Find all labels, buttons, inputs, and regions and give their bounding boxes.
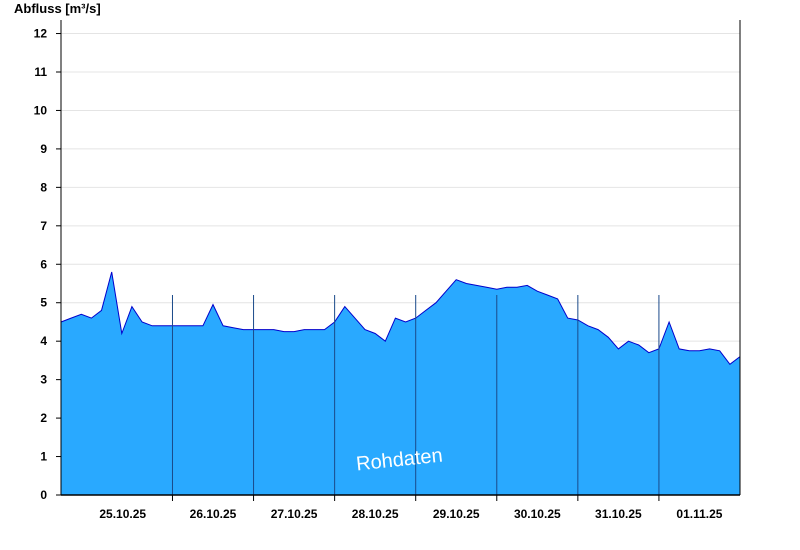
x-tick-label: 29.10.25 [433, 507, 480, 521]
axes [60, 20, 741, 496]
x-tick-label: 28.10.25 [352, 507, 399, 521]
discharge-area [61, 272, 740, 495]
day-separators [171, 295, 660, 495]
y-tick-label: 3 [40, 373, 47, 387]
y-tick-label: 9 [40, 142, 47, 156]
x-tick-label: 27.10.25 [271, 507, 318, 521]
y-tick-label: 5 [40, 296, 47, 310]
y-tick-label: 4 [40, 334, 47, 348]
y-tick-label: 2 [40, 411, 47, 425]
y-tick-label: 0 [40, 488, 47, 502]
discharge-line [60, 271, 741, 366]
x-tick-label: 01.11.25 [676, 507, 722, 521]
x-tick-label: 26.10.25 [190, 507, 237, 521]
y-tick-label: 12 [34, 27, 48, 41]
x-tick-label: 25.10.25 [99, 507, 146, 521]
data-area [60, 271, 741, 495]
y-tick-label: 8 [40, 180, 47, 194]
y-tick-label: 6 [40, 257, 47, 271]
y-tick-label: 1 [40, 450, 47, 464]
x-ticks: 25.10.25 26.10.25 27.10.25 28.10.25 29.10.25… [99, 495, 723, 521]
x-tick-label: 31.10.25 [595, 507, 642, 521]
y-tick-label: 7 [40, 219, 47, 233]
x-tick-label: 30.10.25 [514, 507, 561, 521]
y-tick-label: 11 [34, 65, 47, 79]
y-axis-label: Abfluss [m³/s] [14, 1, 101, 16]
y-tick-label: 10 [34, 103, 48, 117]
